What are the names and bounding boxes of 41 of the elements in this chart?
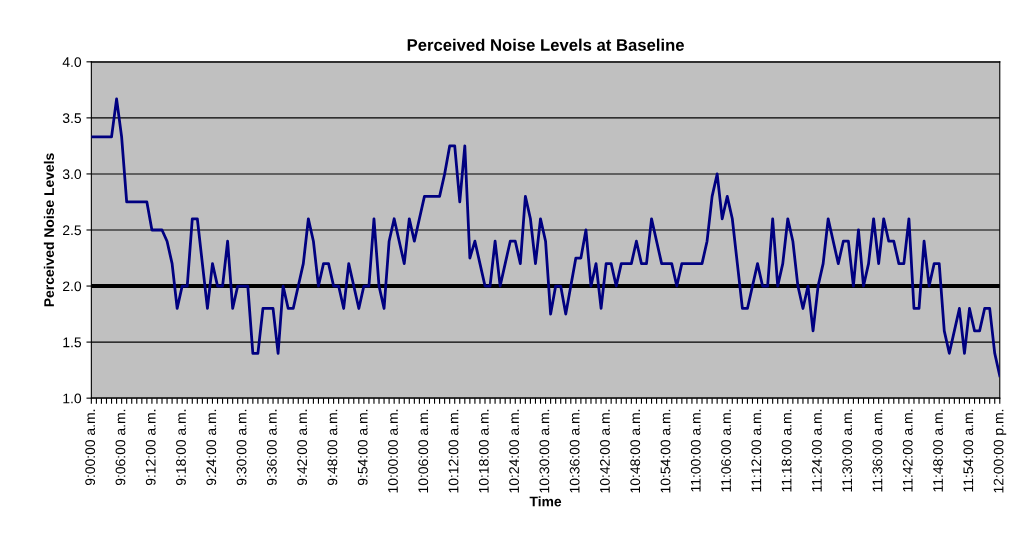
y-tick-label: 3.0 <box>62 169 82 180</box>
x-tick-label: 11:12:00 a.m. <box>751 409 762 492</box>
x-tick-label: 9:18:00 a.m. <box>176 409 186 486</box>
x-tick-label: 9:30:00 a.m. <box>236 409 247 486</box>
y-tick-label: 3.5 <box>62 113 82 124</box>
x-tick-label: 10:42:00 a.m. <box>600 409 610 493</box>
x-tick-label: 10:12:00 a.m. <box>448 409 459 493</box>
y-tick-label: 2.5 <box>63 225 82 236</box>
x-tick-label: 9:06:00 a.m. <box>115 409 126 486</box>
x-tick-label: 11:24:00 a.m. <box>811 409 822 492</box>
x-tick-label: 10:00:00 a.m. <box>388 409 398 493</box>
x-tick-label: 10:18:00 a.m. <box>478 409 489 493</box>
x-tick-label: 10:24:00 a.m. <box>509 409 520 493</box>
x-tick-label: 11:00:00 a.m. <box>690 409 701 492</box>
x-tick-label: 9:54:00 a.m. <box>357 409 368 486</box>
x-axis-title: Time <box>529 496 562 507</box>
x-tick-label: 11:42:00 a.m. <box>902 409 913 492</box>
x-tick-label: 12:00:00 p.m. <box>993 409 1007 493</box>
x-tick-label: 11:36:00 a.m. <box>872 409 883 492</box>
x-tick-label: 9:48:00 a.m. <box>327 409 338 486</box>
x-tick-label: 9:00:00 a.m. <box>85 409 96 486</box>
chart-title: Perceived Noise Levels at Baseline <box>407 38 684 51</box>
x-tick-label: 9:24:00 a.m. <box>206 409 217 486</box>
y-tick-label: 1.5 <box>63 337 82 348</box>
y-tick-label: 1.0 <box>63 393 82 404</box>
x-tick-label: 10:48:00 a.m. <box>630 409 641 493</box>
y-tick-label: 2.0 <box>63 281 82 292</box>
y-tick-label: 4.0 <box>62 57 82 67</box>
x-tick-label: 9:12:00 a.m. <box>145 409 156 486</box>
x-tick-label: 11:54:00 a.m. <box>963 409 974 492</box>
x-tick-label: 11:18:00 a.m. <box>781 409 792 492</box>
x-tick-label: 10:06:00 a.m. <box>418 409 429 493</box>
x-tick-label: 9:36:00 a.m. <box>266 409 277 486</box>
x-tick-label: 11:30:00 a.m. <box>842 409 853 492</box>
x-tick-label: 11:48:00 a.m. <box>933 409 943 492</box>
x-tick-label: 10:54:00 a.m. <box>660 409 671 493</box>
x-tick-label: 11:06:00 a.m. <box>721 409 731 492</box>
y-axis-title: Perceived Noise Levels <box>43 153 55 307</box>
x-tick-label: 10:30:00 a.m. <box>539 409 550 493</box>
x-tick-label: 10:36:00 a.m. <box>569 409 580 493</box>
x-tick-label: 9:42:00 a.m. <box>297 409 308 486</box>
